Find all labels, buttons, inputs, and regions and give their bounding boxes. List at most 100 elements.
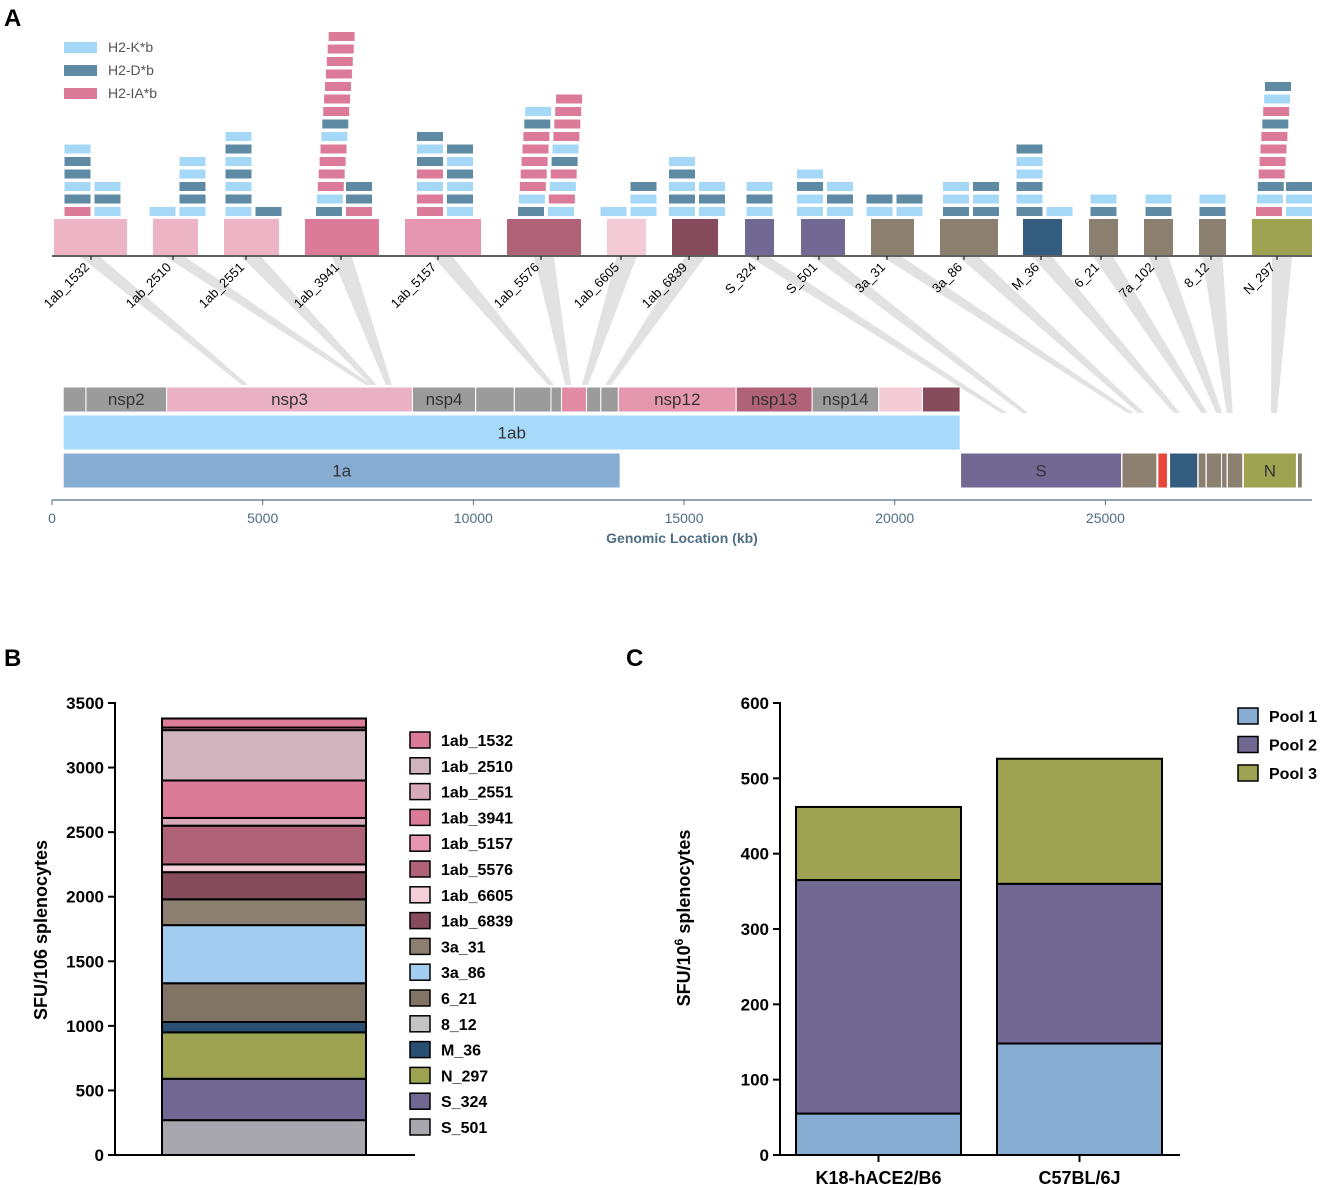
epitope-bar-kb: [548, 207, 574, 216]
epitope-bar-ia: [555, 107, 582, 116]
epitope-bar-kb: [1046, 207, 1073, 216]
legend-label-b: 1ab_3941: [441, 810, 513, 827]
epitope-bar-ia: [327, 44, 354, 54]
funnel-8_12: [1202, 257, 1233, 413]
epitope-bar-db: [225, 169, 252, 179]
peptide-box-6_21: [1089, 219, 1118, 255]
epitope-bar-kb: [1256, 194, 1283, 204]
peptide-box-1ab_5157: [405, 219, 481, 255]
nsp-segment-nsp4: [411, 386, 477, 413]
bar-segment-S_324: [161, 1077, 367, 1122]
bar-segment-pool-2: [996, 882, 1163, 1045]
bar-segment-1ab_2510: [161, 729, 367, 782]
bar-segment-3a_31: [161, 898, 367, 927]
epitope-bar-db: [322, 119, 349, 129]
epitope-bar-db: [346, 182, 372, 191]
epitope-bar-ia: [318, 169, 345, 179]
nsp-segment: [513, 386, 552, 413]
legend-label-b: 6_21: [441, 991, 477, 1008]
epitope-bar-db: [699, 194, 725, 204]
peptide-label-1ab_5157: 1ab_5157: [388, 260, 440, 312]
legend-label-b: 1ab_6605: [441, 888, 513, 905]
epitope-bar-db: [973, 182, 999, 191]
epitope-bar-db: [1016, 144, 1043, 154]
y-axis-title-b: SFU/106 splenocytes: [31, 840, 51, 1020]
y-tick-label-c: 0: [760, 1146, 769, 1165]
epitope-bar-kb: [600, 207, 627, 216]
nsp-label-nsp3: nsp3: [271, 390, 308, 409]
epitope-bar-kb: [943, 182, 969, 191]
epitope-bar-db: [896, 194, 923, 204]
genomic-x-tick-label: 10000: [454, 510, 493, 526]
legend-swatch-b: [409, 1040, 431, 1059]
epitope-bar-kb: [973, 194, 999, 204]
peptide-box-1ab_5576: [507, 219, 581, 255]
epitope-bar-db: [447, 144, 473, 154]
epitope-bar-db: [1286, 182, 1312, 191]
bar-segment-3a_86: [161, 924, 367, 985]
epitope-bar-db: [866, 194, 893, 204]
nsp-segment: [586, 386, 602, 413]
nsp-segment-nsp13: [735, 386, 813, 413]
legend-swatch-b: [409, 782, 431, 801]
epitope-bar-ia: [325, 69, 352, 79]
peptide-box-1ab_1532: [54, 219, 127, 255]
epitope-bar-ia: [523, 132, 550, 141]
epitope-bar-kb: [64, 182, 91, 191]
epitope-bar-ia: [521, 157, 548, 166]
panel-b-letter: B: [4, 645, 21, 672]
y-tick-label-b: 3000: [66, 759, 104, 778]
bar-segment-1ab_1532: [161, 717, 367, 729]
epitope-bar-kb: [417, 144, 443, 154]
epitope-bar-ia: [417, 194, 443, 204]
x-tick-label-c: K18-hACE2/B6: [815, 1168, 941, 1188]
legend-label-c: Pool 3: [1269, 766, 1317, 783]
legend-label-b: S_501: [441, 1120, 487, 1137]
epitope-bar-kb: [94, 207, 121, 216]
epitope-bar-kb: [699, 182, 725, 191]
nsp-segment: [921, 386, 961, 413]
nsp-label-nsp12: nsp12: [654, 390, 700, 409]
epitope-bar-ia: [553, 132, 580, 141]
nsp-label-nsp13: nsp13: [751, 390, 797, 409]
epitope-bar-kb: [669, 157, 695, 166]
y-axis-title-c-tail: splenocytes: [674, 830, 694, 939]
epitope-bar-db: [1145, 207, 1172, 216]
genomic-x-tick-label: 0: [48, 510, 56, 526]
epitope-bar-kb: [225, 207, 252, 216]
epitope-bar-kb: [447, 182, 473, 191]
epitope-bar-kb: [630, 194, 657, 204]
epitope-bar-ia: [64, 207, 91, 216]
funnel-S_501: [813, 257, 1029, 413]
peptide-box-3a_31: [871, 219, 914, 255]
orf-segment-N: [1242, 452, 1297, 489]
funnel-1ab_6605: [582, 257, 637, 385]
epitope-bar-kb: [943, 194, 969, 204]
epitope-bar-kb: [225, 132, 252, 141]
epitope-bar-db: [630, 182, 657, 191]
y-tick-label-b: 1000: [66, 1017, 104, 1036]
epitope-bar-ia: [417, 207, 443, 216]
epitope-bar-kb: [866, 207, 893, 216]
epitope-bar-ia: [320, 144, 347, 154]
legend-swatch-b: [409, 989, 431, 1007]
epitope-bar-db: [518, 207, 544, 216]
epitope-bar-kb: [669, 182, 695, 191]
epitope-bar-kb: [225, 182, 252, 191]
epitope-bar-kb: [417, 182, 443, 191]
epitope-bar-ia: [326, 57, 353, 66]
bar-segment-pool-3: [996, 757, 1163, 885]
epitope-bar-kb: [179, 169, 206, 179]
panel-c-stacked-bar-chart: 0 100 200 300 400 500 600 SFU/106 splenocytes K1…: [672, 694, 1317, 1188]
epitope-bar-kb: [1286, 207, 1312, 216]
orf-segment-1a: [62, 452, 621, 489]
bar-segment-1ab_5576: [161, 824, 367, 866]
funnel-1ab_6839: [605, 257, 705, 385]
peptide-label-1ab_3941: 1ab_3941: [291, 260, 343, 312]
epitope-bar-db: [94, 194, 121, 204]
bar-segment-1ab_6605: [161, 863, 367, 874]
y-tick-label-b: 2500: [66, 823, 104, 842]
epitope-bar-kb: [746, 207, 773, 216]
funnel-1ab_2510: [165, 257, 372, 385]
